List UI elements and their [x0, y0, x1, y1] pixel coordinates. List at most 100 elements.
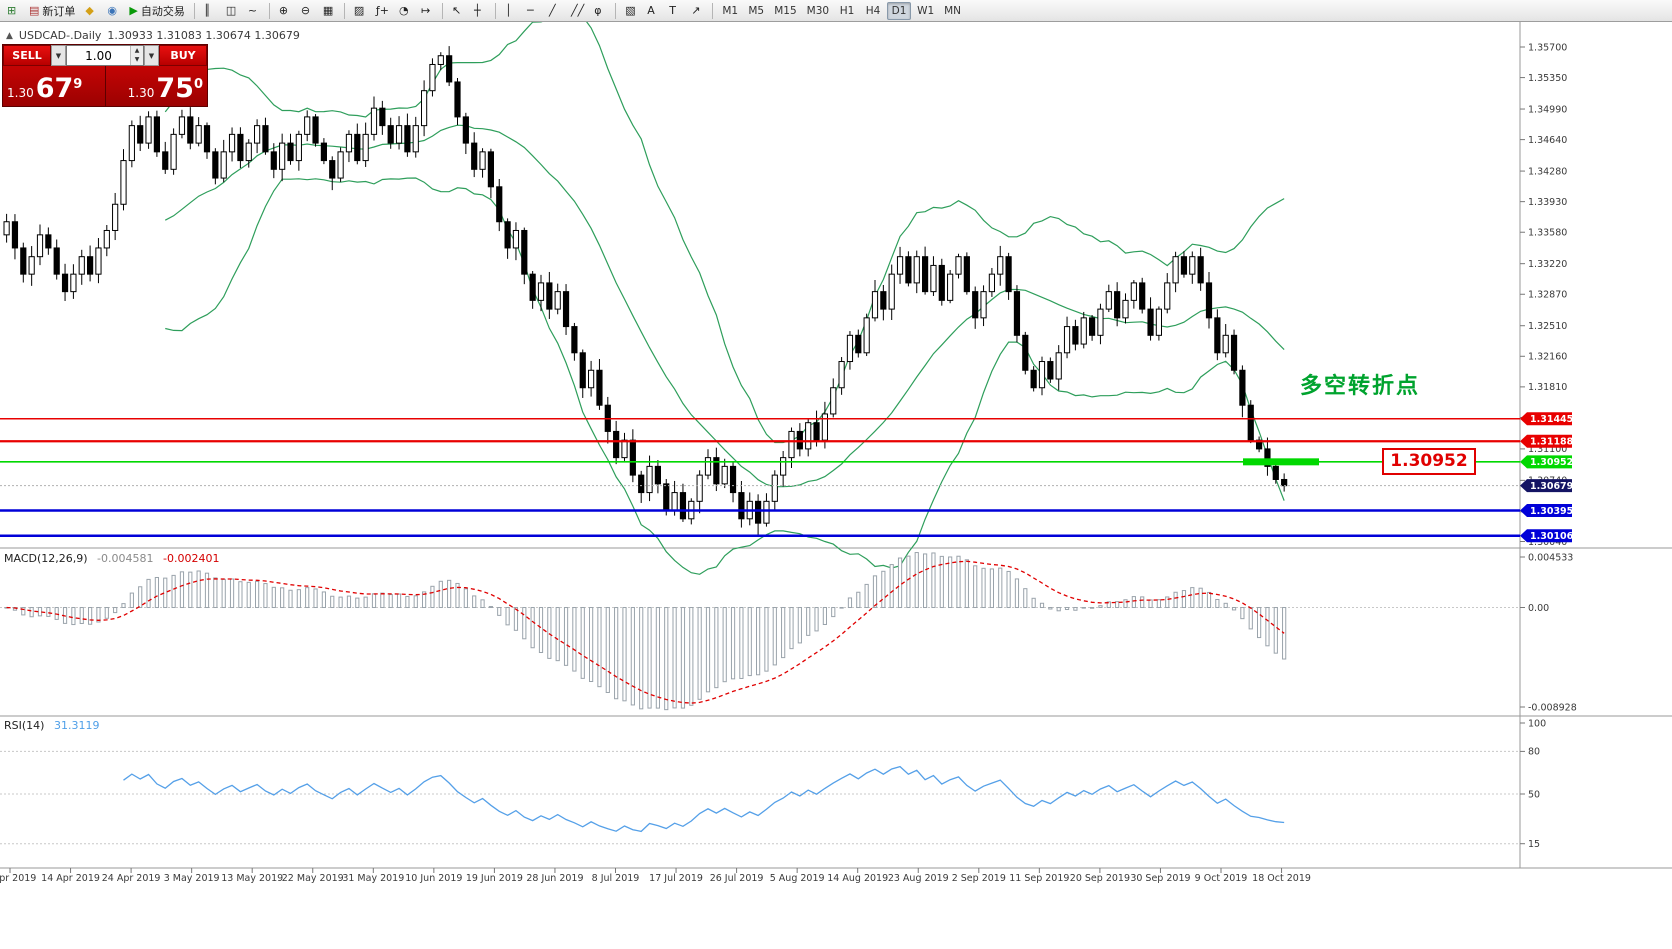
volume-input[interactable]	[67, 46, 130, 65]
trendline-button[interactable]: ╱	[545, 2, 565, 20]
svg-text:14 Apr 2019: 14 Apr 2019	[41, 873, 100, 884]
chevron-down-icon: ▼	[55, 51, 62, 60]
indicators-button[interactable]: ƒ+	[372, 2, 393, 20]
timeframe-h1[interactable]: H1	[835, 2, 859, 20]
metaeditor-icon: ◆	[85, 4, 94, 17]
price-tag-1-30395[interactable]: 1.30395	[1520, 503, 1573, 517]
svg-text:80: 80	[1528, 747, 1540, 758]
new-order-icon: ▤	[29, 4, 40, 17]
auto-trading-button[interactable]: ▶ 自动交易	[125, 2, 188, 20]
timeframe-mn[interactable]: MN	[940, 2, 965, 20]
sell-dropdown-button[interactable]: ▼	[51, 45, 66, 66]
svg-text:13 May 2019: 13 May 2019	[221, 873, 283, 884]
cursor-icon: ↖	[451, 4, 462, 17]
chart-shift-button[interactable]: ↦	[417, 2, 437, 20]
rsi-indicator-label: RSI(14) 31.3119	[4, 719, 99, 732]
svg-text:1.31100: 1.31100	[1528, 444, 1567, 455]
zoom-out-button[interactable]: ⊖	[297, 2, 317, 20]
sell-price-sup: 9	[73, 77, 83, 92]
new-order-button[interactable]: ▤ 新订单	[25, 2, 79, 20]
tile-windows-icon: ▦	[322, 4, 334, 17]
arrows-button[interactable]: ↗	[687, 2, 707, 20]
svg-text:1.33580: 1.33580	[1528, 228, 1567, 239]
price-tags[interactable]: 1.31445 1.31188 1.30952 1.30395 1.30106 1.306…	[1520, 412, 1574, 543]
volume-down-button[interactable]: ▼	[131, 55, 143, 65]
buy-dropdown-button[interactable]: ▼	[144, 45, 159, 66]
macd-pane	[0, 552, 1520, 711]
auto-trading-icon: ▶	[129, 4, 138, 17]
svg-text:19 Jun 2019: 19 Jun 2019	[466, 873, 523, 884]
timeframe-w1[interactable]: W1	[913, 2, 938, 20]
toolbar-separator	[343, 2, 345, 19]
svg-text:1.30106: 1.30106	[1530, 531, 1574, 542]
svg-text:1.31810: 1.31810	[1528, 382, 1567, 393]
zoom-in-button[interactable]: ⊕	[275, 2, 295, 20]
toolbar-separator	[615, 2, 617, 19]
svg-text:1.32160: 1.32160	[1528, 352, 1567, 363]
line-chart-icon: ~	[247, 4, 258, 17]
toolbar-separator	[494, 2, 496, 19]
shapes-button[interactable]: ▧	[621, 2, 641, 20]
price-tag-1-30679[interactable]: 1.30679	[1520, 479, 1573, 493]
buy-price-big: 75	[156, 73, 194, 104]
price-tag-1-31445[interactable]: 1.31445	[1520, 412, 1573, 426]
timeframe-m1[interactable]: M1	[718, 2, 742, 20]
price-tag-1-30952[interactable]: 1.30952	[1520, 455, 1573, 469]
line-chart-button[interactable]: ~	[244, 2, 264, 20]
text-label-button[interactable]: T	[665, 2, 685, 20]
timeframe-d1[interactable]: D1	[887, 1, 912, 20]
horizontal-line-1-30952[interactable]	[0, 458, 1520, 466]
svg-text:8 Jul 2019: 8 Jul 2019	[592, 873, 640, 884]
metaeditor-button[interactable]: ◆	[81, 2, 101, 20]
price-tag-1-30106[interactable]: 1.30106	[1520, 529, 1574, 543]
period-button[interactable]: ◔	[395, 2, 415, 20]
text-icon: A	[647, 4, 655, 17]
tile-windows-button[interactable]: ▦	[319, 2, 339, 20]
bar-chart-button[interactable]: ║	[200, 2, 220, 20]
volume-up-button[interactable]: ▲	[131, 46, 143, 56]
sell-button[interactable]: SELL	[3, 45, 51, 66]
chart-canvas[interactable]: 1.35700 1.35350 1.34990 1.34640 1.34280 1.339…	[0, 22, 1672, 949]
chart-shift-icon: ↦	[420, 4, 431, 17]
buy-price-display[interactable]: 1.30 75 0	[104, 66, 207, 106]
macd-indicator-label: MACD(12,26,9) -0.004581 -0.002401	[4, 552, 219, 565]
svg-text:14 Aug 2019: 14 Aug 2019	[827, 873, 888, 884]
toolbar-separator	[193, 2, 195, 19]
timeframe-m15[interactable]: M15	[770, 2, 800, 20]
templates-button[interactable]: ▨	[350, 2, 370, 20]
svg-text:1.35700: 1.35700	[1528, 42, 1567, 53]
new-chart-button[interactable]: ⊞	[3, 2, 23, 20]
fibonacci-icon: φ	[594, 4, 602, 17]
channel-icon: ╱╱	[570, 4, 585, 17]
price-level-label-box[interactable]: 1.30952	[1382, 448, 1476, 475]
rsi-pane	[0, 750, 1520, 845]
horizontal-line-button[interactable]: ─	[523, 2, 543, 20]
svg-text:3 May 2019: 3 May 2019	[164, 873, 220, 884]
macd-value-1: -0.004581	[97, 552, 154, 565]
buy-button[interactable]: BUY	[159, 45, 207, 66]
price-tag-1-31188[interactable]: 1.31188	[1520, 434, 1574, 448]
channel-button[interactable]: ╱╱	[567, 2, 588, 20]
candlestick-chart-button[interactable]: ◫	[222, 2, 242, 20]
text-button[interactable]: A	[643, 2, 663, 20]
svg-text:1.31188: 1.31188	[1530, 437, 1574, 448]
market-watch-button[interactable]: ◉	[103, 2, 123, 20]
crosshair-button[interactable]: ┼	[470, 2, 490, 20]
candlestick-chart-icon: ◫	[225, 4, 237, 17]
chart-annotation-text[interactable]: 多空转折点	[1300, 374, 1421, 399]
svg-text:17 Jul 2019: 17 Jul 2019	[649, 873, 703, 884]
one-click-collapse-toggle[interactable]: ▲	[6, 30, 13, 41]
fibonacci-button[interactable]: φ	[590, 2, 610, 20]
timeframe-m5[interactable]: M5	[744, 2, 768, 20]
vertical-line-button[interactable]: │	[501, 2, 521, 20]
axis-grid	[0, 22, 1672, 869]
timeframe-m30[interactable]: M30	[803, 2, 833, 20]
rsi-name: RSI(14)	[4, 719, 45, 732]
timeframe-h4[interactable]: H4	[861, 2, 885, 20]
svg-text:0.004533: 0.004533	[1528, 552, 1573, 563]
cursor-button[interactable]: ↖	[448, 2, 468, 20]
svg-text:23 Aug 2019: 23 Aug 2019	[888, 873, 949, 884]
sell-price-display[interactable]: 1.30 67 9	[3, 66, 105, 106]
